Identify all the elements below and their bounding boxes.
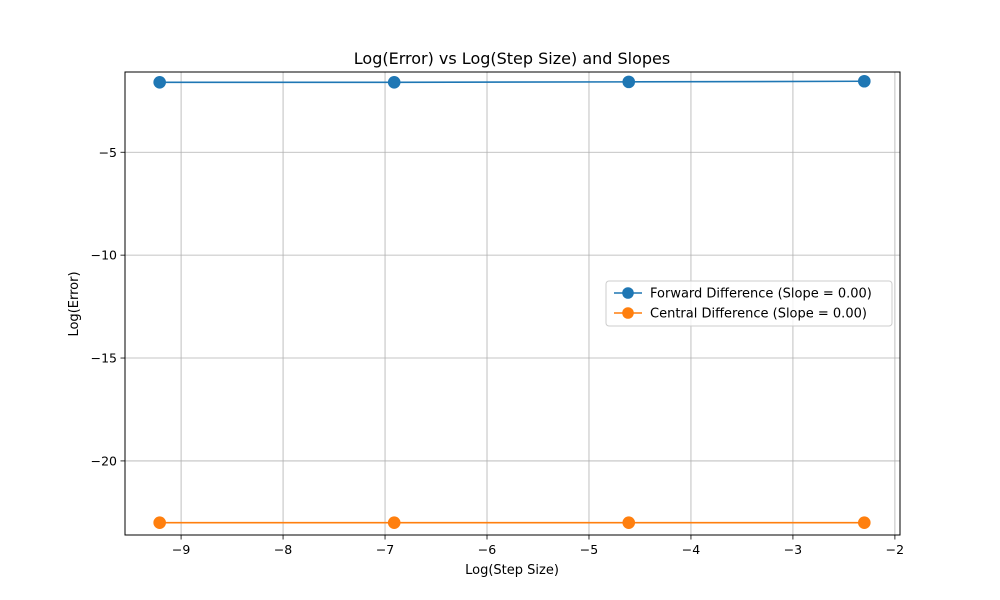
x-tick-label: −7 [376, 542, 394, 557]
y-tick-label: −10 [91, 248, 117, 263]
y-axis-label: Log(Error) [67, 271, 82, 336]
y-tick-label: −5 [99, 145, 117, 160]
x-tick-label: −5 [580, 542, 598, 557]
legend-marker [622, 287, 634, 299]
data-point [387, 75, 401, 89]
legend-label: Forward Difference (Slope = 0.00) [650, 287, 872, 302]
legend-box [605, 280, 893, 327]
x-tick-label: −8 [274, 542, 292, 557]
legend-marker [622, 307, 634, 319]
chart-title: Log(Error) vs Log(Step Size) and Slopes [354, 49, 670, 68]
plot-frame [124, 71, 901, 536]
data-point [387, 516, 401, 529]
axis-ticks: −9 −8 −7 −6 −5 −4 −3 −2 −5 −10 −15 −20 [91, 145, 905, 557]
data-point [153, 516, 166, 529]
data-point [858, 74, 871, 88]
data-point [858, 516, 871, 529]
legend-label: Central Difference (Slope = 0.00) [650, 307, 867, 322]
x-tick-label: −6 [478, 542, 496, 557]
data-point [622, 516, 636, 529]
y-tick-label: −15 [91, 351, 117, 366]
series-line-0 [159, 80, 865, 84]
plot-series [153, 74, 871, 529]
legend: Forward Difference (Slope = 0.00) Central… [605, 280, 893, 327]
x-tick-label: −9 [172, 542, 190, 557]
x-tick-label: −3 [784, 542, 802, 557]
x-tick-label: −4 [682, 542, 700, 557]
y-tick-label: −20 [91, 453, 117, 468]
x-axis-label: Log(Step Size) [465, 563, 559, 578]
data-point [622, 75, 636, 89]
x-tick-label: −2 [886, 542, 904, 557]
data-point [153, 75, 166, 89]
grid [125, 72, 900, 535]
